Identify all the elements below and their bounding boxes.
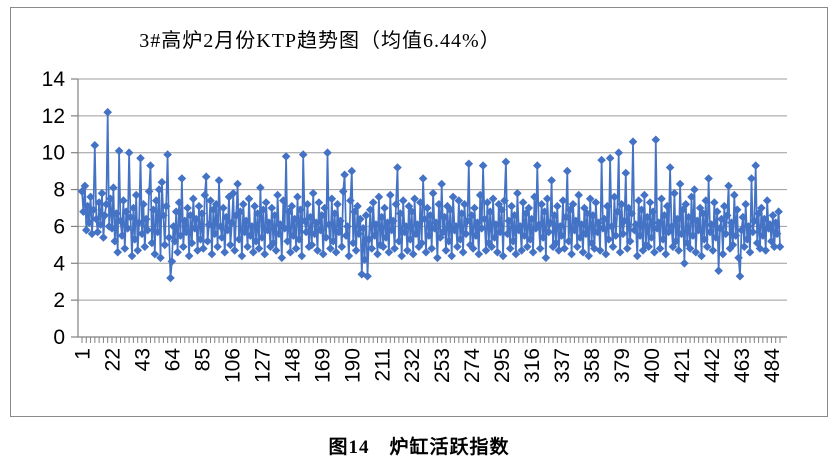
y-tick-label: 4 [53,252,65,275]
x-tick-label: 463 [731,348,754,383]
y-tick-label: 0 [53,326,65,349]
x-tick-label: 127 [251,348,274,383]
y-tick-label: 14 [42,68,66,91]
x-tick-label: 43 [131,348,154,371]
figure-caption: 图14 炉缸活跃指数 [328,437,510,458]
x-tick-label: 358 [581,348,604,383]
x-tick-label: 442 [701,348,724,383]
x-tick-label: 148 [281,348,304,383]
x-tick-label: 106 [221,348,244,383]
x-tick-label: 379 [611,348,634,383]
x-tick-label: 337 [551,348,574,383]
x-tick-label: 400 [641,348,664,383]
x-tick-label: 190 [341,348,364,383]
data-point-markers [77,107,785,283]
x-tick-label: 232 [401,348,424,383]
x-tick-label: 484 [761,348,784,383]
x-tick-label: 64 [161,348,184,372]
x-tick-label: 1 [72,348,95,360]
x-tick-label: 85 [191,348,214,371]
chart-title: 3#高炉2月份KTP趋势图（均值6.44%） [139,30,501,52]
y-tick-label: 12 [42,105,65,128]
y-tick-label: 2 [53,289,65,312]
x-tick-label: 211 [371,348,394,381]
x-tick-label: 169 [311,348,334,383]
y-tick-label: 6 [53,215,65,238]
x-tick-label: 274 [461,348,484,383]
x-tick-label: 316 [521,348,544,383]
x-tick-label: 295 [491,348,514,383]
y-tick-label: 8 [53,179,65,202]
x-tick-label: 253 [431,348,454,383]
y-tick-label: 10 [42,142,65,165]
chart-canvas: 0 2 4 6 8 10 12 14 1 22 43 64 85 106 127 148 169 190 211 23… [42,68,787,383]
x-tick-label: 22 [101,348,124,371]
x-tick-label: 421 [671,348,694,383]
